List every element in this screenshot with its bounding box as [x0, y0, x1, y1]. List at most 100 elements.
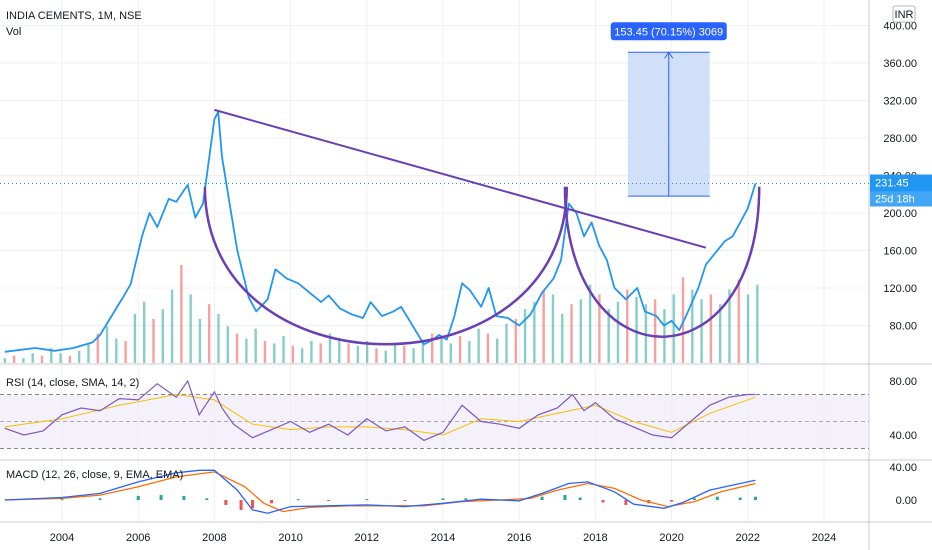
rsi-ma-line [4, 393, 756, 436]
x-tick-label: 2010 [278, 532, 302, 544]
macd-hist-bar [296, 499, 300, 501]
volume-bar [235, 333, 239, 363]
cup-arc [203, 186, 569, 346]
volume-bar [477, 328, 480, 363]
x-tick-label: 2016 [507, 532, 531, 544]
volume-bar [728, 289, 731, 363]
volume-bar [616, 301, 620, 363]
price-pane[interactable]: 153.45 (70.15%) 3069 [0, 22, 869, 353]
trendline [214, 108, 707, 249]
volume-bar [328, 333, 332, 363]
volume-bar [319, 343, 322, 363]
volume-bar [375, 348, 378, 363]
volume-bar [486, 333, 490, 363]
symbol-title: INDIA CEMENTS, 1M, NSE [6, 10, 142, 22]
volume-bar [189, 294, 192, 363]
macd-signal-line [4, 471, 756, 513]
volume-bar [152, 318, 155, 363]
macd-hist-bar [601, 500, 605, 503]
volume-bar [421, 340, 425, 363]
macd-hist-bar [98, 498, 102, 500]
volume-bar [496, 338, 499, 363]
volume-bar [31, 353, 34, 363]
volume-bar [77, 350, 81, 363]
volume-bar [180, 265, 183, 363]
volume-bar [365, 340, 369, 363]
volume-bar [737, 279, 740, 363]
macd-hist-bar [224, 500, 228, 505]
volume-bar [681, 277, 685, 363]
macd-hist-bar [738, 497, 742, 500]
volume-bar [115, 338, 118, 363]
macd-hist-bar [239, 500, 243, 510]
x-tick-label: 2004 [50, 532, 74, 544]
volume-bar [533, 301, 536, 363]
macd-hist-bar [624, 500, 628, 505]
x-tick-label: 2012 [355, 532, 379, 544]
macd-line [4, 469, 756, 514]
volume-bar [672, 294, 675, 363]
measure-label-box [610, 22, 727, 41]
volume-bar [384, 350, 387, 363]
volume-bar [356, 345, 360, 363]
volume-bar [338, 338, 341, 363]
volume-bar [468, 340, 471, 363]
volume-bar [3, 358, 7, 363]
macd-hist-bar [670, 500, 674, 502]
macd-hist-bar [205, 498, 209, 500]
price-tick-label: 120.00 [883, 283, 917, 295]
price-tick-label: 200.00 [883, 208, 917, 220]
price-tick-label: 320.00 [883, 96, 917, 108]
volume-bar [551, 294, 555, 363]
measure-arrow-head [664, 51, 674, 59]
currency-label: INR [895, 9, 914, 21]
volume-bar [161, 309, 164, 363]
volume-bar [691, 289, 694, 363]
volume-bar [263, 340, 267, 363]
volume-bar [273, 343, 276, 363]
macd-tick-label: 0.00 [896, 495, 917, 507]
macd-hist-bar [159, 495, 163, 500]
volume-bar [607, 309, 610, 363]
macd-hist-bar [715, 496, 719, 500]
measure-label: 153.45 (70.15%) 3069 [614, 26, 723, 38]
volume-bar [226, 326, 230, 363]
volume-bars [3, 265, 759, 363]
x-tick-label: 2006 [126, 532, 150, 544]
volume-bar [579, 299, 583, 363]
volume-bar [709, 294, 713, 363]
x-tick-label: 2008 [202, 532, 226, 544]
x-tick-label: 2018 [583, 532, 607, 544]
volume-bar [403, 345, 406, 363]
price-tick-label: 80.00 [889, 321, 917, 333]
x-tick-label: 2022 [736, 532, 760, 544]
macd-hist-bar [327, 500, 331, 501]
volume-bar [505, 323, 508, 363]
currency-badge[interactable] [892, 5, 916, 23]
volume-bar [40, 355, 44, 363]
macd-hist-bar [251, 500, 254, 509]
volume-bar [12, 355, 16, 363]
volume-bar [440, 338, 443, 363]
macd-hist-bar [365, 499, 369, 501]
volume-bar [700, 299, 703, 363]
macd-pane[interactable] [4, 469, 757, 514]
volume-bar [59, 353, 62, 363]
volume-bar [198, 318, 202, 363]
last-price-value: 231.45 [875, 178, 909, 190]
volume-bar [542, 289, 545, 363]
volume-bar [254, 328, 257, 363]
price-line [4, 110, 757, 353]
macd-hist-bar [540, 496, 544, 500]
price-tick-label: 160.00 [883, 246, 917, 258]
rsi-tick-label: 80.00 [889, 376, 917, 388]
volume-bar [756, 284, 759, 363]
volume-bar [282, 336, 285, 363]
price-tick-label: 280.00 [883, 133, 917, 145]
rsi-pane[interactable] [0, 379, 869, 449]
volume-bar [626, 289, 629, 363]
volume-bar [133, 314, 137, 363]
volume-bar [412, 348, 415, 363]
